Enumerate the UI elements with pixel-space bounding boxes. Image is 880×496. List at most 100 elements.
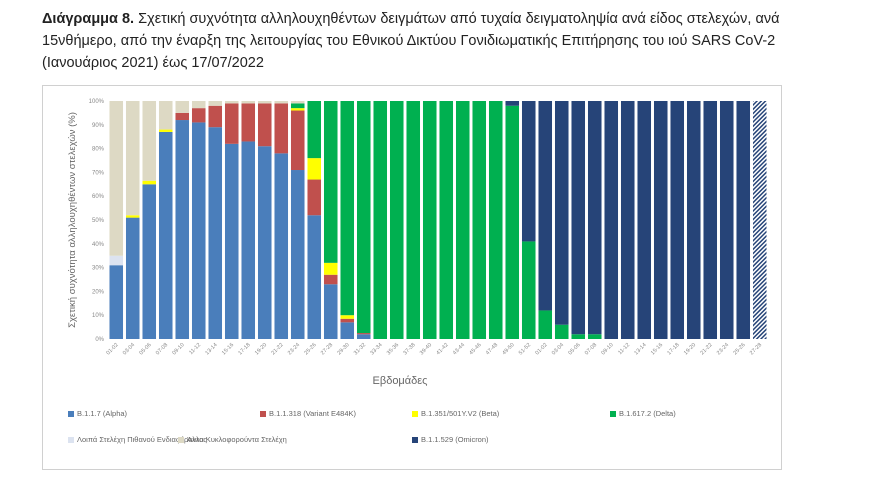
bar-segment	[571, 334, 586, 339]
x-tick-label: 19-20	[683, 342, 697, 356]
bar-segment	[323, 284, 338, 339]
x-tick-label: 37-38	[402, 342, 416, 356]
x-tick-label: 11-12	[188, 342, 202, 356]
x-tick-label: 49-50	[501, 342, 515, 356]
figure-caption: Διάγραμμα 8. Σχετική συχνότητα αλληλουχη…	[42, 8, 832, 74]
x-tick-label: 25-26	[732, 342, 746, 356]
x-tick-label: 07-08	[584, 342, 598, 356]
legend-item: Λοιπά Στελέχη Πιθανού Ενδιαφέροντος	[68, 435, 207, 444]
x-tick-label: 01-02	[534, 342, 548, 356]
bar-segment	[224, 101, 239, 104]
bar-segment	[340, 322, 355, 339]
bar-segment	[191, 108, 206, 123]
bar-segment	[191, 101, 206, 109]
x-tick-label: 43-44	[452, 342, 466, 356]
x-tick-label: 19-20	[254, 342, 268, 356]
x-tick-label: 13-14	[633, 342, 647, 356]
legend-item: B.1.617.2 (Delta)	[610, 409, 676, 418]
x-tick-label: 41-42	[435, 342, 449, 356]
bar-segment	[554, 324, 569, 339]
y-tick-label: 80%	[92, 147, 105, 153]
bar-segment	[604, 101, 619, 339]
x-tick-label: 35-36	[386, 342, 400, 356]
y-tick-label: 20%	[92, 289, 105, 295]
legend-swatch	[412, 436, 418, 443]
bar-segment	[158, 131, 173, 339]
legend-item: B.1.1.529 (Omicron)	[412, 435, 489, 444]
x-tick-label: 15-16	[221, 342, 235, 356]
x-tick-label: 17-18	[666, 342, 680, 356]
legend-label: B.1.1.7 (Alpha)	[77, 409, 128, 418]
figure-title: Σχετική συχνότητα αλληλουχηθέντων δειγμά…	[42, 11, 780, 71]
y-tick-label: 50%	[92, 218, 105, 224]
bar-segment	[241, 141, 256, 339]
bar-segment	[670, 101, 685, 339]
legend-label: Λοιπά Στελέχη Πιθανού Ενδιαφέροντος	[77, 435, 207, 444]
x-tick-label: 27-28	[320, 342, 334, 356]
bar-segment	[736, 101, 751, 339]
x-tick-label: 09-10	[171, 342, 185, 356]
bar-segment	[125, 217, 140, 339]
legend-label: Άλλα Κυκλοφορούντα Στελέχη	[187, 435, 287, 444]
y-tick-label: 10%	[92, 313, 105, 319]
bar-segment	[538, 101, 553, 311]
bar-segment	[538, 310, 553, 339]
legend-label: B.1.1.318 (Variant E484K)	[269, 409, 356, 418]
x-tick-label: 11-12	[617, 342, 631, 356]
x-tick-label: 47-48	[485, 342, 499, 356]
bar-segment	[257, 101, 272, 104]
figure-number: Διάγραμμα 8.	[42, 11, 135, 27]
y-tick-label: 0%	[95, 337, 104, 343]
bar-segment	[686, 101, 701, 339]
bar-segment	[175, 112, 190, 121]
x-tick-label: 15-16	[650, 342, 664, 356]
bar-segment	[488, 101, 503, 339]
x-tick-label: 21-22	[270, 342, 284, 356]
x-axis-label: Εβδομάδες	[373, 375, 428, 387]
y-tick-label: 60%	[92, 194, 105, 200]
bar-segment	[125, 215, 140, 218]
bar-segment	[274, 103, 289, 154]
bar-segment	[158, 129, 173, 132]
bar-segment	[587, 334, 602, 339]
legend-item: B.1.1.318 (Variant E484K)	[260, 409, 356, 418]
bar-segment	[356, 334, 371, 339]
x-tick-label: 05-06	[567, 342, 581, 356]
bar-segment	[521, 101, 536, 242]
bar-hatched-27-28	[752, 101, 767, 339]
bar-segment	[290, 108, 305, 111]
bar-segment	[587, 101, 602, 335]
x-tick-label: 13-14	[204, 342, 218, 356]
bar-segment	[224, 143, 239, 339]
bar-segment	[323, 101, 338, 263]
bar-segment	[290, 101, 305, 104]
y-axis-label: Σχετική συχνότητα αλληλουχηθέντων στελεχ…	[67, 112, 78, 328]
bar-segment	[439, 101, 454, 339]
legend-label: B.1.1.529 (Omicron)	[421, 435, 489, 444]
legend-swatch	[412, 410, 418, 417]
y-tick-label: 90%	[92, 123, 105, 129]
x-tick-label: 23-24	[287, 342, 301, 356]
bar-segment	[142, 101, 157, 181]
bar-segment	[340, 315, 355, 319]
x-tick-label: 05-06	[138, 342, 152, 356]
legend-swatch	[260, 410, 266, 417]
bar-segment	[406, 101, 421, 339]
bar-segment	[422, 101, 437, 339]
bar-segment	[307, 158, 322, 180]
bar-segment	[719, 101, 734, 339]
y-tick-label: 30%	[92, 266, 105, 272]
bar-segment	[208, 127, 223, 340]
x-tick-label: 45-46	[468, 342, 482, 356]
bar-segment	[505, 101, 520, 106]
bar-segment	[340, 101, 355, 316]
bar-segment	[241, 101, 256, 104]
bar-segment	[389, 101, 404, 339]
bar-segment	[356, 333, 371, 335]
bar-segment	[274, 153, 289, 339]
bar-segment	[521, 241, 536, 339]
bar-segment	[455, 101, 470, 339]
x-tick-label: 07-08	[155, 342, 169, 356]
bar-segment	[373, 101, 388, 339]
